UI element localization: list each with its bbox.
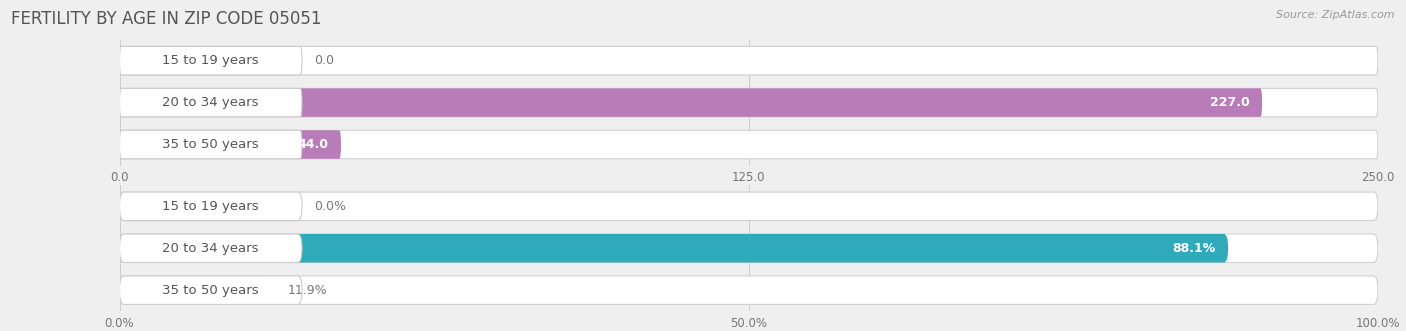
Text: 35 to 50 years: 35 to 50 years	[163, 284, 259, 297]
FancyBboxPatch shape	[120, 130, 302, 159]
Text: 0.0: 0.0	[315, 54, 335, 67]
FancyBboxPatch shape	[120, 234, 302, 262]
FancyBboxPatch shape	[120, 276, 270, 305]
FancyBboxPatch shape	[120, 130, 1378, 159]
Text: 15 to 19 years: 15 to 19 years	[163, 54, 259, 67]
FancyBboxPatch shape	[120, 46, 1378, 75]
FancyBboxPatch shape	[120, 234, 1378, 262]
Text: 11.9%: 11.9%	[288, 284, 328, 297]
FancyBboxPatch shape	[120, 130, 342, 159]
Text: 227.0: 227.0	[1209, 96, 1250, 109]
Text: 35 to 50 years: 35 to 50 years	[163, 138, 259, 151]
Text: FERTILITY BY AGE IN ZIP CODE 05051: FERTILITY BY AGE IN ZIP CODE 05051	[11, 10, 322, 28]
Text: 20 to 34 years: 20 to 34 years	[163, 242, 259, 255]
FancyBboxPatch shape	[120, 234, 1227, 262]
FancyBboxPatch shape	[120, 88, 1263, 117]
Text: Source: ZipAtlas.com: Source: ZipAtlas.com	[1277, 10, 1395, 20]
Text: 44.0: 44.0	[298, 138, 329, 151]
Text: 15 to 19 years: 15 to 19 years	[163, 200, 259, 213]
Text: 20 to 34 years: 20 to 34 years	[163, 96, 259, 109]
FancyBboxPatch shape	[120, 88, 1378, 117]
Text: 88.1%: 88.1%	[1173, 242, 1216, 255]
FancyBboxPatch shape	[120, 276, 1378, 305]
FancyBboxPatch shape	[120, 46, 302, 75]
FancyBboxPatch shape	[120, 192, 302, 220]
FancyBboxPatch shape	[120, 192, 1378, 220]
Text: 0.0%: 0.0%	[315, 200, 346, 213]
FancyBboxPatch shape	[120, 276, 302, 305]
FancyBboxPatch shape	[120, 88, 302, 117]
